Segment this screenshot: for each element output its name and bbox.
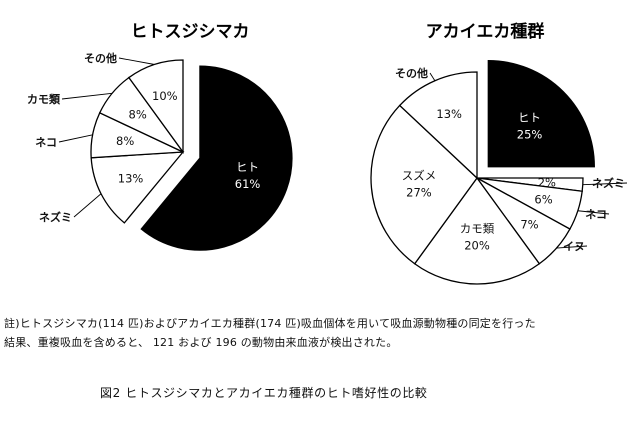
pie-left-slice-0-pct: 61% (235, 177, 261, 191)
pie-right-slice-3-label: イヌ (563, 240, 585, 253)
pie-left-slice-4 (128, 59, 184, 155)
pie-right-slice-5-label: スズメ (402, 168, 437, 182)
pie-right-slice-6-pct: 13% (436, 107, 462, 121)
pie-left-slice-2-pct: 8% (116, 134, 134, 148)
pie-left-slice-3-label: カモ類 (27, 92, 61, 106)
pie-left-slice-3-leader (61, 92, 113, 100)
pie-left-slice-3-pct: 8% (129, 107, 147, 121)
figure-canvas: ヒトスジシマカ アカイエカ種群 ヒト 61% 13% ネズミ 8% ネコ 8% カモ類 10% そ… (27, 21, 628, 285)
pie-right-slice-6-label: その他 (395, 66, 428, 80)
pie-left-slice-2-leader (58, 134, 93, 143)
pie-left-slice-1-label: ネズミ (39, 210, 72, 224)
pie-right-slice-3-leader (556, 245, 588, 249)
pie-right-slice-0 (487, 60, 595, 168)
footnote-line-2: 結果、重複吸血を含めると、 121 および 196 の動物由来血液が検出された。 (4, 336, 398, 349)
pie-right-slice-1-leader (582, 182, 628, 186)
pie-right-slice-3-pct: 7% (520, 217, 538, 231)
chart-title-right: アカイエカ種群 (426, 21, 545, 42)
pie-right-slice-2-pct: 6% (534, 193, 552, 207)
pie-right-slice-5 (370, 104, 478, 265)
pie-right-slice-2-leader (577, 210, 610, 215)
pie-left-slice-0-label: ヒト (236, 160, 259, 174)
pie-right-slice-4-pct: 20% (464, 238, 490, 252)
figure-caption: 図2 ヒトスジシマカとアカイエカ種群のヒト嗜好性の比較 (100, 386, 428, 400)
pie-left-slice-4-label: その他 (84, 51, 117, 65)
pie-chart-left: ヒト 61% 13% ネズミ 8% ネコ 8% カモ類 10% その他 (27, 51, 293, 251)
pie-right-slice-5-pct: 27% (406, 185, 432, 199)
pie-right-slice-1-label: ネズミ (592, 176, 625, 190)
pie-right-slice-4-label: カモ類 (460, 221, 495, 235)
pie-left-slice-2-label: ネコ (35, 136, 57, 149)
pie-right-slice-0-label: ヒト (518, 110, 541, 124)
pie-left-slice-1-leader (73, 193, 102, 218)
pie-left-slice-4-pct: 10% (152, 89, 178, 103)
pie-right-slice-4 (413, 176, 541, 285)
pie-left-slice-4-leader (118, 57, 155, 65)
pie-right-slice-0-pct: 25% (517, 127, 543, 141)
pie-left-slice-0 (140, 65, 293, 251)
pie-right-slice-6 (398, 71, 478, 180)
footnote: 註)ヒトスジシマカ(114 匹)およびアカイエカ種群(174 匹)吸血個体を用い… (4, 314, 636, 352)
chart-title-left: ヒトスジシマカ (131, 22, 250, 42)
pie-right-slice-6-leader (429, 72, 436, 81)
footnote-line-1: 註)ヒトスジシマカ(114 匹)およびアカイエカ種群(174 匹)吸血個体を用い… (4, 317, 536, 330)
pie-right-slice-2-label: ネコ (585, 208, 607, 221)
pie-left-slice-1-pct: 13% (118, 172, 144, 186)
pie-left-slice-1 (90, 151, 185, 224)
